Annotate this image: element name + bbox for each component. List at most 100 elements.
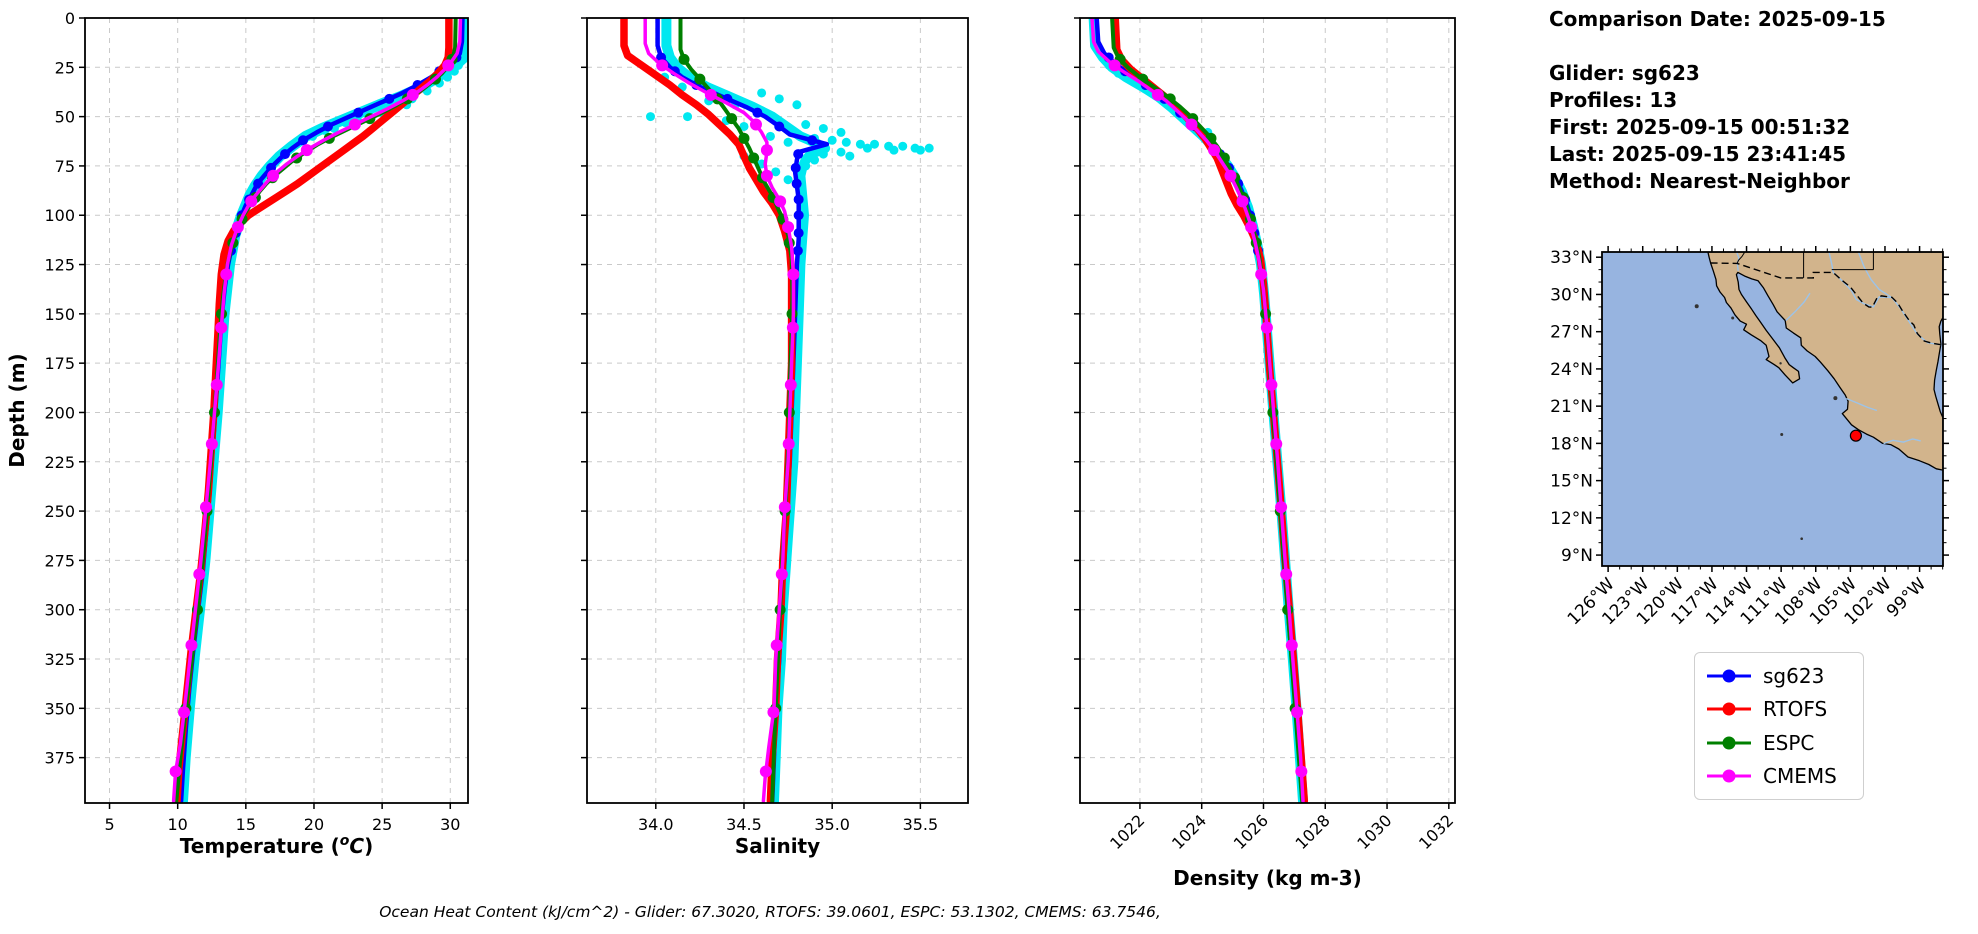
scatter-point <box>855 139 865 149</box>
x-tick-label: 1024 <box>1168 811 1210 853</box>
scatter-point <box>818 123 828 133</box>
marker-sg623 <box>790 162 801 173</box>
map-island <box>1833 396 1838 401</box>
info-line: Glider: sg623 <box>1549 61 1700 85</box>
salinity-plot: 34.0 34.5 35.0 35.5 Salinity <box>581 17 969 858</box>
lon-label: 99°W <box>1883 574 1930 621</box>
marker-CMEMS <box>185 639 198 652</box>
series-CMEMS <box>1090 18 1305 803</box>
ocean-heat-content-footer: Ocean Heat Content (kJ/cm^2) - Glider: 6… <box>379 903 1161 921</box>
marker-ESPC <box>726 113 738 125</box>
map-river <box>1857 252 1892 298</box>
marker-CMEMS <box>778 501 791 514</box>
marker-sg623 <box>793 194 804 205</box>
info-line: First: 2025-09-15 00:51:32 <box>1549 115 1851 139</box>
y-tick-label: 125 <box>44 256 75 275</box>
marker-CMEMS <box>442 59 455 72</box>
marker-ESPC <box>694 73 706 85</box>
x-tick-label: 30 <box>440 815 460 834</box>
info-line: Profiles: 13 <box>1549 88 1678 112</box>
marker-CMEMS <box>267 169 280 182</box>
marker-CMEMS <box>1285 639 1298 652</box>
marker-sg623 <box>322 121 333 132</box>
y-tick-label: 0 <box>65 9 75 28</box>
series-CMEMS <box>171 18 463 803</box>
x-tick-label: 10 <box>168 815 188 834</box>
marker-CMEMS <box>1280 568 1293 581</box>
marker-CMEMS <box>767 706 780 719</box>
scatter-point <box>771 167 781 177</box>
marker-CMEMS <box>759 765 772 778</box>
marker-CMEMS <box>205 438 218 451</box>
marker-CMEMS <box>210 378 223 391</box>
legend-entry-RTOFS: RTOFS <box>1705 697 1853 721</box>
marker-CMEMS <box>178 706 191 719</box>
lat-label: 18°N <box>1550 434 1593 454</box>
density-plot: 1022 1024 1026 1028 1030 1032 Density (kg m-3) <box>1074 17 1457 890</box>
y-tick-label: 275 <box>44 551 75 570</box>
marker-CMEMS <box>774 195 787 208</box>
marker-sg623 <box>298 135 309 146</box>
y-tick-label: 350 <box>44 699 75 718</box>
marker-CMEMS <box>1208 144 1221 157</box>
scatter-point <box>845 151 855 161</box>
x-tick-label: 34.5 <box>726 815 762 834</box>
marker-sg623 <box>807 135 818 146</box>
marker-CMEMS <box>348 118 361 131</box>
tick-marks <box>581 17 922 809</box>
scatter-point <box>765 131 775 141</box>
marker-CMEMS <box>245 195 258 208</box>
marker-sg623 <box>353 107 364 118</box>
marker-sg623 <box>791 178 802 189</box>
legend-label: CMEMS <box>1763 764 1837 789</box>
scatter-point <box>801 161 811 171</box>
series-layer <box>169 18 468 803</box>
y-tick-label: 200 <box>44 403 75 422</box>
marker-CMEMS <box>775 568 788 581</box>
marker-CMEMS <box>784 378 797 391</box>
x-tick-label: 1032 <box>1415 811 1457 853</box>
x-tick-label: 1028 <box>1292 811 1334 853</box>
map-ticks <box>1596 246 1949 572</box>
map-island <box>1800 537 1803 540</box>
marker-CMEMS <box>200 501 213 514</box>
x-tick-label: 35.5 <box>903 815 939 834</box>
marker-CMEMS <box>1265 378 1278 391</box>
marker-CMEMS <box>1151 88 1164 101</box>
y-tick-label: 300 <box>44 601 75 620</box>
lat-label: 27°N <box>1550 323 1593 343</box>
legend-line-sample <box>1707 736 1751 750</box>
legend-label: RTOFS <box>1763 697 1828 722</box>
x-tick-label: 1030 <box>1353 811 1395 853</box>
marker-CMEMS <box>704 88 717 101</box>
marker-sg623 <box>384 93 395 104</box>
marker-CMEMS <box>1270 438 1283 451</box>
y-tick-label: 250 <box>44 502 75 521</box>
marker-CMEMS <box>770 639 783 652</box>
glider-location-marker <box>1849 429 1863 442</box>
series-glider-raw <box>177 18 468 803</box>
y-tick-label: 150 <box>44 305 75 324</box>
gridlines <box>85 17 468 803</box>
marker-sg623 <box>774 121 785 132</box>
y-tick-label: 175 <box>44 354 75 373</box>
map-state-line <box>1736 252 1746 264</box>
map-island <box>1780 432 1784 436</box>
marker-CMEMS <box>1236 195 1249 208</box>
marker-sg623 <box>280 149 291 160</box>
legend-entry-CMEMS: CMEMS <box>1705 764 1853 788</box>
marker-sg623 <box>253 178 264 189</box>
y-tick-label: 75 <box>55 157 75 176</box>
legend-line-sample <box>1707 669 1751 683</box>
marker-CMEMS <box>1295 765 1308 778</box>
marker-CMEMS <box>1275 501 1288 514</box>
x-tick-label: 35.0 <box>814 815 850 834</box>
y-tick-label: 225 <box>44 453 75 472</box>
marker-CMEMS <box>169 765 182 778</box>
lat-label: 12°N <box>1550 509 1593 529</box>
marker-ESPC <box>678 53 690 65</box>
marker-CMEMS <box>220 268 233 281</box>
map-river <box>1785 292 1811 322</box>
map-river <box>1846 397 1878 412</box>
scatter-point <box>827 135 837 145</box>
